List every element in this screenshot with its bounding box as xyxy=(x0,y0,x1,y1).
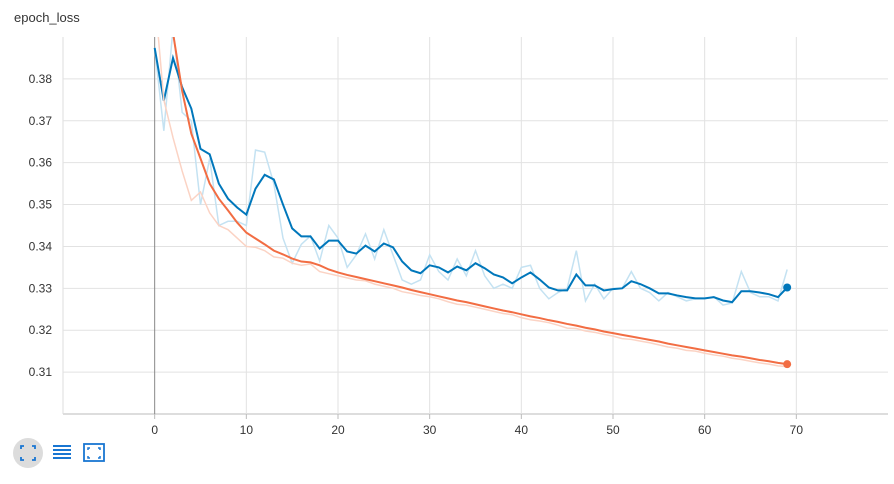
expand-icon[interactable] xyxy=(87,447,101,459)
expand-box[interactable] xyxy=(83,443,105,462)
x-tick-label: 60 xyxy=(698,423,712,437)
series-line xyxy=(172,37,788,366)
y-tick-label: 0.34 xyxy=(29,239,53,253)
x-tick-label: 0 xyxy=(151,423,158,437)
x-tick-label: 20 xyxy=(331,423,345,437)
plot-area xyxy=(153,37,792,369)
grid xyxy=(62,37,888,419)
y-tick-label: 0.32 xyxy=(29,323,53,337)
y-tick-label: 0.37 xyxy=(29,114,53,128)
end-dot xyxy=(783,360,792,369)
fit-button-bg[interactable] xyxy=(13,438,43,468)
toolbar xyxy=(13,438,105,468)
x-tick-label: 10 xyxy=(240,423,254,437)
y-tick-label: 0.36 xyxy=(29,156,53,170)
y-tick-label: 0.31 xyxy=(29,365,53,379)
y-tick-label: 0.35 xyxy=(29,198,53,212)
chart-title: epoch_loss xyxy=(14,10,80,25)
x-tick-label: 40 xyxy=(515,423,529,437)
x-tick-label: 30 xyxy=(423,423,437,437)
series-line xyxy=(153,47,788,304)
y-tick-label: 0.33 xyxy=(29,281,53,295)
axis-labels: 0.31 0.32 0.33 0.34 0.35 0.36 0.37 0.38 0 10 20 30 4… xyxy=(29,72,804,437)
series-line xyxy=(153,37,788,306)
log-scale-icon[interactable] xyxy=(53,445,71,459)
x-tick-label: 70 xyxy=(790,423,804,437)
series-line xyxy=(157,37,788,368)
fit-icon[interactable] xyxy=(20,445,36,461)
y-tick-label: 0.38 xyxy=(29,72,53,86)
end-dot xyxy=(783,283,792,292)
x-tick-label: 50 xyxy=(606,423,620,437)
